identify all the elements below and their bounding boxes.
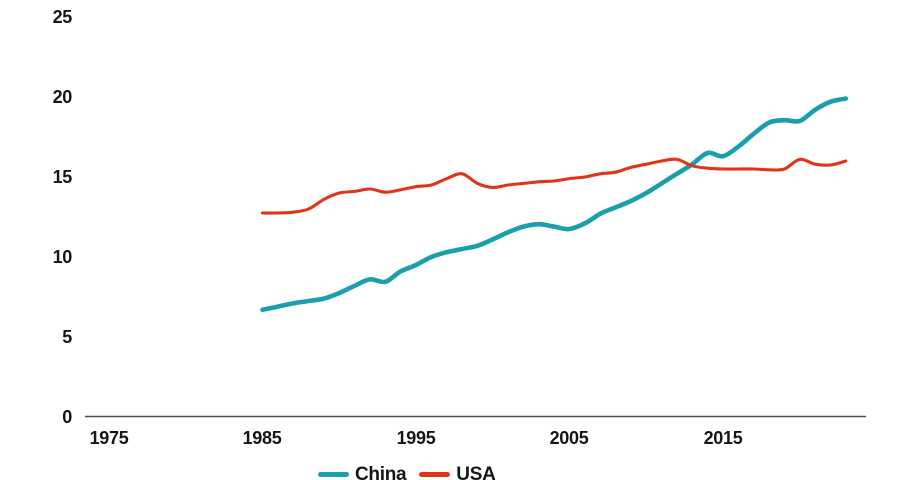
y-axis-tick-label: 10: [52, 247, 73, 267]
usa-line: [260, 157, 848, 215]
y-axis-tick-label: 25: [52, 7, 73, 27]
china-line: [260, 96, 849, 313]
y-axis-tick-label: 5: [62, 327, 72, 347]
legend-item-usa: USA: [419, 463, 496, 480]
legend: China USA: [318, 463, 496, 480]
x-axis-tick-label: 1975: [89, 428, 129, 448]
legend-label-usa: USA: [456, 464, 496, 480]
legend-item-china: China: [318, 463, 407, 480]
x-axis-tick-label: 2015: [703, 428, 743, 448]
x-axis-tick-label: 2005: [549, 428, 589, 448]
legend-label-china: China: [355, 464, 407, 480]
china-line-swatch: [318, 472, 349, 477]
x-axis-tick-label: 1985: [242, 428, 282, 448]
y-axis-tick-label: 15: [52, 167, 73, 187]
y-axis-tick-label: 0: [62, 407, 72, 427]
x-axis-tick-label: 1995: [396, 428, 436, 448]
y-axis-tick-label: 20: [52, 87, 73, 107]
usa-line-swatch: [419, 472, 451, 477]
